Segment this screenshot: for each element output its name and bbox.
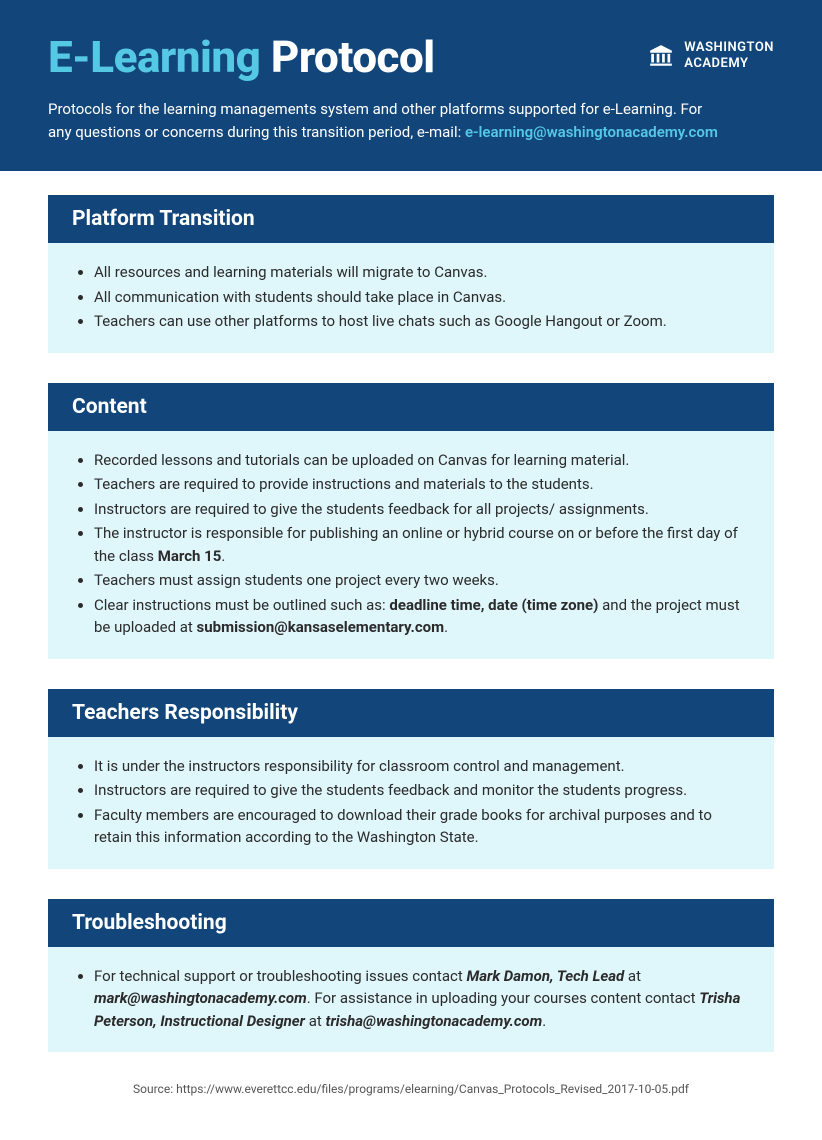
document-page: E-Learning Protocol WASHINGTON: [0, 0, 822, 1140]
section: Teachers Responsibility It is under the i…: [48, 689, 774, 869]
brand-block: WASHINGTON ACADEMY: [648, 40, 774, 71]
list-item: All resources and learning materials wil…: [94, 261, 750, 284]
sections-container: Platform Transition All resources and lea…: [48, 195, 774, 1052]
title-accent-text: E-Learning: [48, 31, 260, 83]
section-header: Platform Transition: [48, 195, 774, 243]
section-header: Content: [48, 383, 774, 431]
subtitle-email: e-learning@washingtonacademy.com: [465, 123, 718, 141]
list-item: Teachers must assign students one projec…: [94, 569, 750, 592]
bullet-list: Recorded lessons and tutorials can be up…: [72, 449, 750, 639]
list-item: Teachers can use other platforms to host…: [94, 310, 750, 333]
brand-line-1: WASHINGTON: [684, 40, 774, 56]
list-item: Instructors are required to give the stu…: [94, 779, 750, 802]
bold-text: March 15: [158, 547, 222, 565]
section: Platform Transition All resources and lea…: [48, 195, 774, 353]
list-item: Faculty members are encouraged to downlo…: [94, 804, 750, 849]
list-item: Teachers are required to provide instruc…: [94, 473, 750, 496]
bullet-list: For technical support or troubleshooting…: [72, 965, 750, 1033]
section-body: All resources and learning materials wil…: [48, 243, 774, 353]
banner-subtitle: Protocols for the learning managements s…: [48, 98, 728, 143]
section: Troubleshooting For technical support or …: [48, 899, 774, 1053]
source-line: Source: https://www.everettcc.edu/files/…: [48, 1082, 774, 1096]
list-item: Clear instructions must be outlined such…: [94, 594, 750, 639]
page-title: E-Learning Protocol: [48, 34, 435, 80]
list-item: Recorded lessons and tutorials can be up…: [94, 449, 750, 472]
bold-italic-text: mark@washingtonacademy.com: [94, 989, 307, 1007]
content-area: Platform Transition All resources and lea…: [0, 171, 822, 1140]
section-body: Recorded lessons and tutorials can be up…: [48, 431, 774, 659]
list-item: All communication with students should t…: [94, 286, 750, 309]
bold-text: submission@kansaselementary.com: [197, 618, 445, 636]
bullet-list: All resources and learning materials wil…: [72, 261, 750, 333]
bold-italic-text: trisha@washingtonacademy.com: [326, 1012, 543, 1030]
banner-top-row: E-Learning Protocol WASHINGTON: [48, 34, 774, 80]
list-item: Instructors are required to give the stu…: [94, 498, 750, 521]
title-white-text: Protocol: [271, 31, 435, 83]
list-item: For technical support or troubleshooting…: [94, 965, 750, 1033]
section-body: For technical support or troubleshooting…: [48, 947, 774, 1053]
brand-line-2: ACADEMY: [684, 56, 774, 72]
section: Content Recorded lessons and tutorials ca…: [48, 383, 774, 659]
bullet-list: It is under the instructors responsibili…: [72, 755, 750, 849]
section-header: Teachers Responsibility: [48, 689, 774, 737]
section-header: Troubleshooting: [48, 899, 774, 947]
institution-icon: [648, 43, 674, 69]
bold-italic-text: Mark Damon, Tech Lead: [466, 967, 624, 985]
header-banner: E-Learning Protocol WASHINGTON: [0, 0, 822, 171]
section-body: It is under the instructors responsibili…: [48, 737, 774, 869]
brand-name: WASHINGTON ACADEMY: [684, 40, 774, 71]
list-item: The instructor is responsible for publis…: [94, 522, 750, 567]
bold-text: deadline time, date (time zone): [389, 596, 598, 614]
list-item: It is under the instructors responsibili…: [94, 755, 750, 778]
